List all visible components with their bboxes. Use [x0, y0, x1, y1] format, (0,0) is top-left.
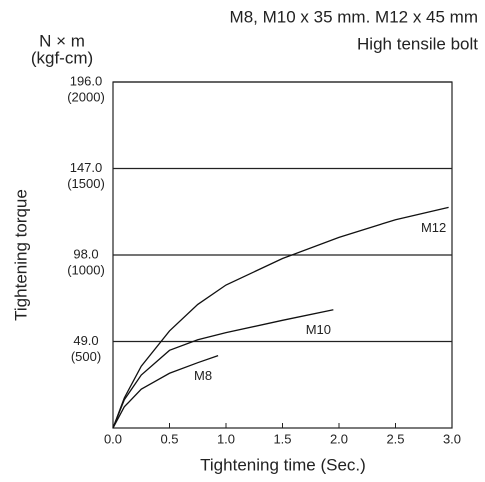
chart-title: M8, M10 x 35 mm. M12 x 45 mm — [230, 7, 478, 26]
x-tick-label: 1.0 — [217, 431, 235, 446]
chart-subtitle: High tensile bolt — [357, 34, 478, 53]
x-tick-label: 2.0 — [330, 431, 348, 446]
y-tick-alt-label: (2000) — [67, 89, 105, 104]
series-label: M12 — [421, 220, 446, 235]
x-tick-label: 1.5 — [273, 431, 291, 446]
y-tick-label: 147.0 — [70, 160, 103, 175]
y-tick-alt-label: (500) — [71, 349, 101, 364]
x-axis-label: Tightening time (Sec.) — [200, 455, 366, 474]
y-unit-alt: (kgf-cm) — [31, 48, 93, 67]
y-unit: N × m — [39, 31, 85, 50]
y-tick-label: 196.0 — [70, 73, 103, 88]
x-tick-label: 3.0 — [443, 431, 461, 446]
y-tick-alt-label: (1500) — [67, 176, 105, 191]
x-tick-label: 0.0 — [104, 431, 122, 446]
series-label: M8 — [194, 368, 212, 383]
series-label: M10 — [306, 322, 331, 337]
y-tick-label: 49.0 — [73, 333, 98, 348]
y-axis-label: Tightening torque — [11, 189, 30, 321]
y-tick-alt-label: (1000) — [67, 262, 105, 277]
series-line — [112, 355, 219, 429]
x-tick-label: 2.5 — [386, 431, 404, 446]
series-line — [112, 206, 449, 429]
x-tick-label: 0.5 — [160, 431, 178, 446]
y-tick-label: 98.0 — [73, 246, 98, 261]
series-line — [112, 309, 334, 429]
